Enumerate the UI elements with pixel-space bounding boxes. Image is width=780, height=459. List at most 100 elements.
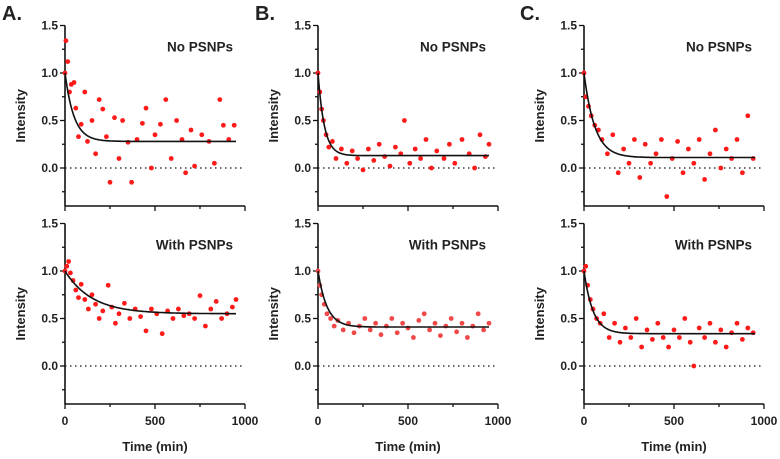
data-point <box>362 316 368 321</box>
data-point <box>96 316 102 321</box>
panel-title: With PSNPs <box>156 238 233 253</box>
data-point <box>93 301 98 307</box>
data-point <box>85 139 90 144</box>
panel-title: With PSNPs <box>675 238 752 253</box>
data-point <box>203 323 208 329</box>
fit-curve <box>317 270 489 328</box>
data-point <box>143 105 149 111</box>
data-point <box>400 320 405 326</box>
data-point <box>687 339 693 345</box>
data-point <box>633 316 639 321</box>
data-point <box>583 263 589 269</box>
data-point <box>680 170 686 176</box>
data-point <box>113 320 118 326</box>
data-point <box>745 325 751 331</box>
data-point <box>394 330 400 336</box>
data-point <box>707 320 713 326</box>
data-point <box>696 325 702 331</box>
data-point <box>628 335 634 340</box>
data-point <box>448 316 454 321</box>
y-tick-label: 0.5 <box>294 312 311 326</box>
data-point <box>648 160 653 166</box>
data-point <box>682 316 688 321</box>
data-point <box>691 160 697 166</box>
data-point <box>230 304 235 310</box>
fit-curve <box>317 72 489 157</box>
data-point <box>459 320 465 326</box>
x-tick-label: 1000 <box>485 414 512 428</box>
data-point <box>612 320 617 326</box>
data-point <box>105 282 111 288</box>
data-point <box>432 320 438 326</box>
data-point <box>129 179 135 185</box>
data-point <box>366 146 371 152</box>
y-tick-label: 0.5 <box>294 114 311 128</box>
data-point <box>217 97 223 102</box>
data-point <box>713 127 718 133</box>
data-point <box>78 281 84 287</box>
data-point <box>159 331 165 337</box>
data-point <box>723 344 729 350</box>
data-point <box>71 80 77 85</box>
data-point <box>89 292 95 298</box>
data-point <box>174 118 180 123</box>
data-point <box>116 311 122 317</box>
data-point <box>481 327 486 333</box>
data-point <box>104 134 109 140</box>
data-point <box>183 170 189 176</box>
data-point <box>100 308 106 314</box>
data-point <box>418 156 423 161</box>
data-point <box>605 151 610 157</box>
y-tick-label: 1.5 <box>294 217 311 231</box>
x-tick-label: 500 <box>145 414 165 428</box>
data-point <box>376 141 382 147</box>
y-tick-label: 1.5 <box>41 217 58 231</box>
data-point <box>96 97 102 102</box>
data-point <box>660 335 666 340</box>
data-point <box>452 160 458 166</box>
data-point <box>73 105 79 111</box>
data-point <box>486 320 492 326</box>
data-point <box>82 89 88 95</box>
data-point <box>421 311 427 317</box>
y-axis-label: Intensity <box>13 88 28 142</box>
data-point <box>120 118 125 123</box>
data-point <box>65 59 71 64</box>
y-axis-label: Intensity <box>266 286 281 340</box>
data-point <box>233 297 239 302</box>
data-point <box>675 139 680 144</box>
y-tick-label: 1.0 <box>41 66 58 80</box>
x-tick-label: 0 <box>315 414 322 428</box>
data-point <box>140 120 145 126</box>
data-point <box>407 160 413 166</box>
data-point <box>475 311 481 317</box>
data-point <box>213 299 219 304</box>
data-point <box>718 165 724 171</box>
data-point <box>331 323 337 329</box>
fit-curve <box>583 270 755 335</box>
data-point <box>696 137 702 142</box>
data-point <box>734 137 740 142</box>
panel-label: C. <box>520 3 540 25</box>
data-point <box>149 306 154 312</box>
y-tick-label: 0.5 <box>560 312 577 326</box>
data-point <box>367 327 373 333</box>
y-tick-label: 0.0 <box>41 161 58 175</box>
x-tick-label: 0 <box>62 414 69 428</box>
data-point <box>76 134 81 140</box>
data-point <box>610 132 616 138</box>
data-point <box>447 141 452 147</box>
data-point <box>176 306 181 312</box>
data-point <box>686 146 691 152</box>
data-point <box>349 148 355 154</box>
data-point <box>718 327 724 333</box>
data-point <box>355 156 360 161</box>
data-point <box>199 132 205 138</box>
fit-curve <box>64 72 236 143</box>
panel-title: With PSNPs <box>409 238 486 253</box>
data-point <box>707 151 713 157</box>
data-point <box>621 146 626 152</box>
data-point <box>702 177 707 182</box>
data-point <box>82 297 88 302</box>
